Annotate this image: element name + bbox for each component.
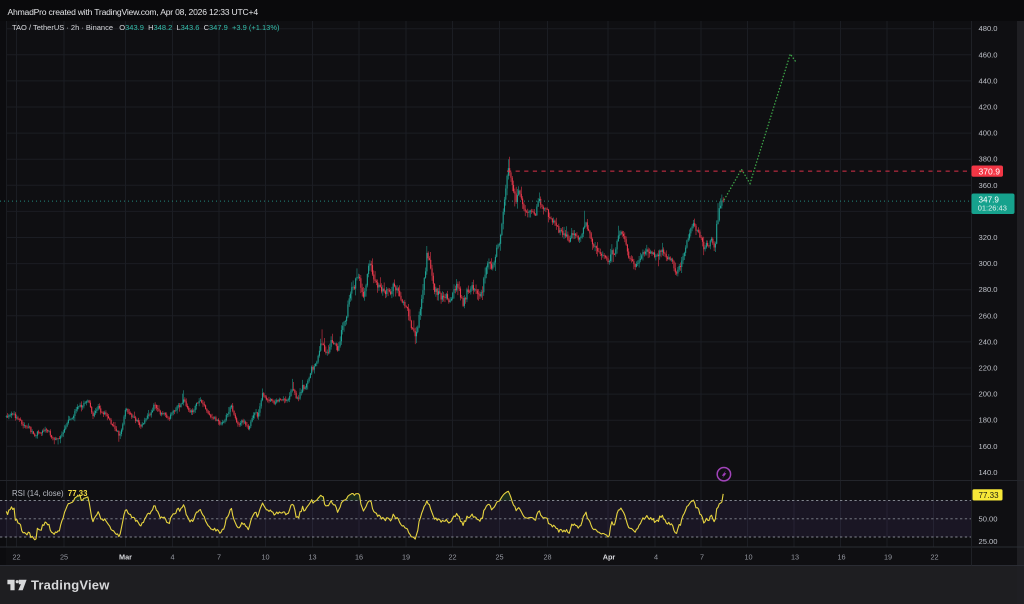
svg-text:Apr: Apr xyxy=(603,553,616,562)
svg-text:13: 13 xyxy=(791,553,799,562)
svg-text:25.00: 25.00 xyxy=(979,537,998,546)
svg-text:25: 25 xyxy=(60,553,68,562)
svg-text:22: 22 xyxy=(448,553,456,562)
svg-text:RSI (14, close) 77.33: RSI (14, close) 77.33 xyxy=(12,489,88,498)
svg-text:10: 10 xyxy=(261,553,269,562)
svg-text:19: 19 xyxy=(884,553,892,562)
svg-text:347.9: 347.9 xyxy=(979,195,1000,204)
svg-text:160.0: 160.0 xyxy=(979,442,998,451)
svg-text:370.9: 370.9 xyxy=(979,166,1001,176)
svg-text:19: 19 xyxy=(402,553,410,562)
svg-text:16: 16 xyxy=(837,553,845,562)
svg-text:01:26:43: 01:26:43 xyxy=(978,204,1007,213)
svg-text:77.33: 77.33 xyxy=(979,491,1000,500)
svg-text:480.0: 480.0 xyxy=(979,24,998,33)
svg-text:AhmadPro created with TradingV: AhmadPro created with TradingView.com, A… xyxy=(8,7,259,17)
svg-text:240.0: 240.0 xyxy=(979,337,998,346)
svg-text:280.0: 280.0 xyxy=(979,285,998,294)
svg-text:TAO / TetherUS · 2h · Binance: TAO / TetherUS · 2h · Binance O343.9 H34… xyxy=(12,23,280,32)
svg-text:10: 10 xyxy=(744,553,752,562)
svg-text:50.00: 50.00 xyxy=(979,514,998,523)
svg-text:TradingView: TradingView xyxy=(31,577,110,592)
svg-text:7: 7 xyxy=(217,553,221,562)
svg-text:260.0: 260.0 xyxy=(979,311,998,320)
svg-text:400.0: 400.0 xyxy=(979,129,998,138)
svg-text:360.0: 360.0 xyxy=(979,181,998,190)
svg-text:180.0: 180.0 xyxy=(979,416,998,425)
svg-text:200.0: 200.0 xyxy=(979,390,998,399)
svg-text:Mar: Mar xyxy=(119,553,132,562)
svg-text:140.0: 140.0 xyxy=(979,468,998,477)
svg-text:440.0: 440.0 xyxy=(979,76,998,85)
svg-text:460.0: 460.0 xyxy=(979,50,998,59)
svg-text:420.0: 420.0 xyxy=(979,103,998,112)
svg-text:22: 22 xyxy=(12,553,20,562)
svg-text:7: 7 xyxy=(700,553,704,562)
svg-text:16: 16 xyxy=(355,553,363,562)
svg-text:22: 22 xyxy=(930,553,938,562)
svg-text:4: 4 xyxy=(170,553,174,562)
svg-text:320.0: 320.0 xyxy=(979,233,998,242)
svg-text:220.0: 220.0 xyxy=(979,364,998,373)
svg-text:13: 13 xyxy=(308,553,316,562)
svg-text:300.0: 300.0 xyxy=(979,259,998,268)
svg-text:4: 4 xyxy=(654,553,658,562)
svg-text:25: 25 xyxy=(495,553,503,562)
svg-text:380.0: 380.0 xyxy=(979,155,998,164)
svg-text:28: 28 xyxy=(543,553,551,562)
